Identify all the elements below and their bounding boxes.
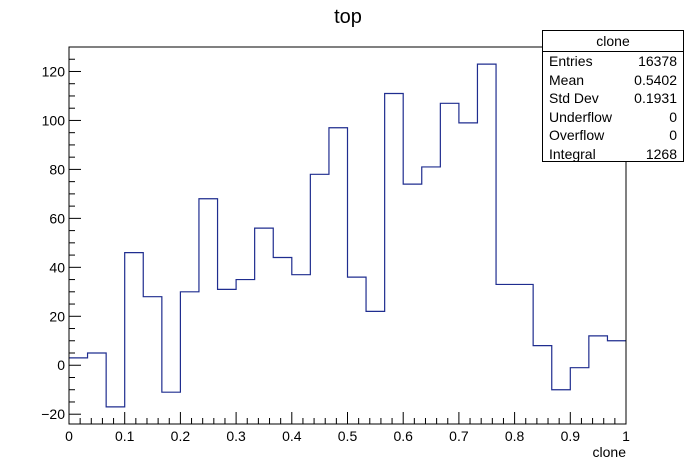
x-axis-label: clone — [593, 444, 627, 460]
y-tick-label: 100 — [42, 112, 66, 128]
stats-row-integral: Integral 1268 — [543, 145, 683, 164]
x-tick-label: 0.7 — [449, 428, 469, 444]
x-tick-label: 0.1 — [115, 428, 135, 444]
stats-label: Integral — [549, 145, 596, 162]
y-tick-label: 80 — [49, 161, 65, 177]
x-tick-label: 0.8 — [505, 428, 525, 444]
x-tick-label: 0.6 — [393, 428, 413, 444]
stats-label: Underflow — [549, 108, 613, 125]
chart-title: top — [334, 6, 362, 28]
axes: 0 0.1 0.2 0.3 0.4 0.5 0.6 0.7 0.8 0.9 1−2002040608… — [41, 46, 630, 444]
stats-label: Overflow — [549, 127, 605, 143]
stats-value: 0 — [669, 127, 677, 143]
stats-value: 0.5402 — [634, 71, 677, 88]
x-tick-label: 0 — [65, 428, 73, 444]
x-tick-label: 0.5 — [338, 428, 358, 444]
stats-label: Entries — [549, 53, 593, 69]
stats-row-stddev: Std Dev 0.1931 — [543, 89, 683, 108]
x-tick-label: 0.4 — [282, 428, 302, 444]
y-tick-label: 40 — [49, 259, 65, 275]
y-tick-label: −20 — [41, 406, 65, 422]
y-tick-label: 20 — [49, 308, 65, 324]
stats-value: 1268 — [645, 145, 677, 162]
stats-value: 16378 — [638, 53, 677, 69]
stats-value: 0 — [669, 108, 677, 125]
histogram-series — [69, 63, 626, 408]
y-tick-label: 60 — [49, 210, 65, 226]
stats-row-mean: Mean 0.5402 — [543, 71, 683, 90]
x-tick-label: 0.2 — [171, 428, 191, 444]
y-tick-label: 120 — [42, 63, 66, 79]
plot-area — [69, 63, 626, 408]
stats-title: clone — [543, 31, 683, 52]
stats-row-underflow: Underflow 0 — [543, 108, 683, 127]
stats-value: 0.1931 — [634, 90, 677, 106]
stats-label: Mean — [549, 71, 585, 88]
x-tick-label: 0.3 — [226, 428, 246, 444]
stats-row-overflow: Overflow 0 — [543, 126, 683, 145]
y-tick-label: 0 — [57, 357, 65, 373]
stats-box: clone Entries 16378 Mean 0.5402 Std Dev … — [542, 30, 684, 162]
x-tick-label: 1 — [622, 428, 630, 444]
x-tick-label: 0.9 — [561, 428, 581, 444]
stats-label: Std Dev — [549, 90, 599, 106]
stats-row-entries: Entries 16378 — [543, 52, 683, 71]
